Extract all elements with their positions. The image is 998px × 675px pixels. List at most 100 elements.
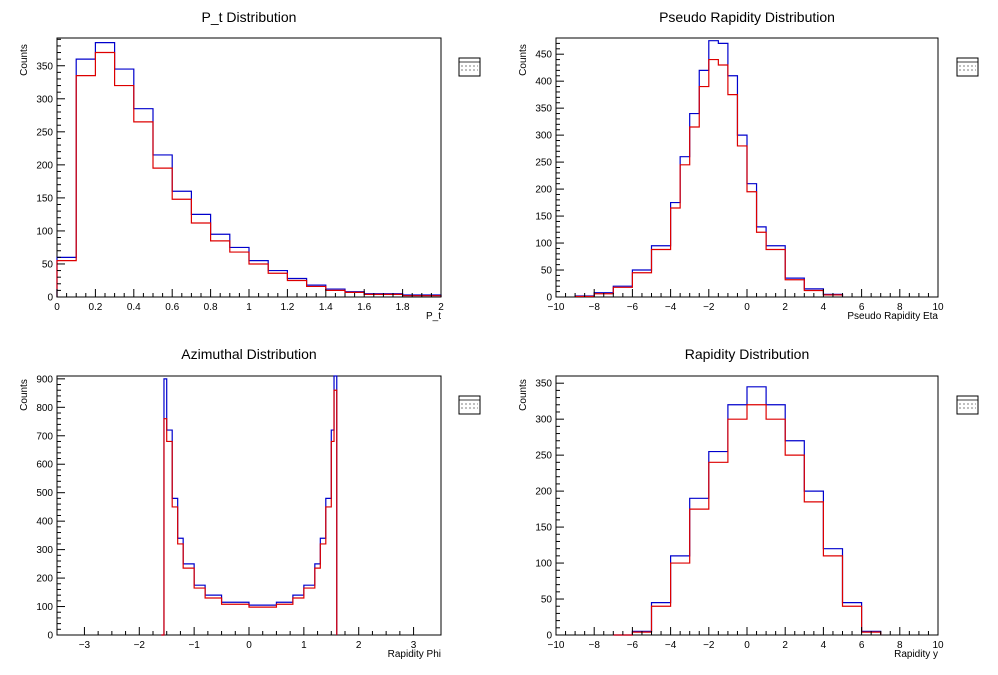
panel-rapidity-ytick-label: 150 — [535, 523, 552, 534]
panel-eta-xtick-label: 0 — [744, 302, 750, 313]
panel-rapidity-ytick-label: 100 — [535, 559, 552, 570]
panel-pt-ytick-label: 0 — [47, 293, 53, 304]
panel-pt-xtick-label: 0.2 — [88, 302, 102, 313]
panel-phi-ytick-label: 900 — [36, 374, 53, 385]
panel-pt-stats-box — [458, 57, 481, 77]
panel-rapidity-xtick-label: 10 — [932, 640, 944, 651]
panel-eta-xtick-label: 6 — [859, 302, 865, 313]
panel-eta-ytick-label: 100 — [535, 239, 552, 250]
panel-rapidity-xtick-label: −2 — [703, 640, 715, 651]
panel-rapidity-title: Rapidity Distribution — [685, 346, 810, 362]
panel-rapidity-xlabel: Rapidity y — [894, 649, 938, 660]
panel-pt-ytick-label: 200 — [36, 160, 53, 171]
panel-phi-xtick-label: −3 — [79, 640, 91, 651]
panel-phi-series-blue — [161, 375, 338, 636]
panel-rapidity-ylabel: Counts — [518, 379, 529, 411]
panel-eta-xtick-label: 8 — [897, 302, 903, 313]
panel-eta-ytick-label: 200 — [535, 185, 552, 196]
panel-eta-xtick-label: −4 — [665, 302, 677, 313]
panel-pt-ytick-label: 350 — [36, 61, 53, 72]
panel-pt-ytick-label: 300 — [36, 94, 53, 105]
panel-eta-ylabel: Counts — [518, 44, 529, 76]
panel-rapidity-series-red — [613, 404, 882, 636]
panel-pt-xtick-label: 1.8 — [396, 302, 410, 313]
panel-phi-xtick-label: 1 — [301, 640, 307, 651]
panel-rapidity-xtick-label: −8 — [588, 640, 600, 651]
panel-eta-xtick-label: 4 — [821, 302, 827, 313]
panel-pt-xtick-label: 0.6 — [165, 302, 179, 313]
panel-rapidity-ytick-label: 300 — [535, 415, 552, 426]
panel-eta-ytick-label: 150 — [535, 212, 552, 223]
panel-pt-xtick-label: 2 — [438, 302, 444, 313]
panel-eta-ytick-label: 0 — [546, 293, 552, 304]
panel-phi-ytick-label: 400 — [36, 517, 53, 528]
panel-eta-xtick-label: −8 — [588, 302, 600, 313]
panel-eta-xtick-label: 2 — [782, 302, 788, 313]
panel-pt-title: P_t Distribution — [202, 9, 297, 25]
panel-pt-xtick-label: 0.8 — [204, 302, 218, 313]
panel-rapidity-xtick-label: −6 — [627, 640, 639, 651]
panel-eta: Pseudo Rapidity Distribution Counts Pseu… — [518, 9, 979, 322]
panel-phi-ytick-label: 200 — [36, 574, 53, 585]
panel-pt-xtick-label: 1 — [246, 302, 252, 313]
panel-eta-xtick-label: −10 — [548, 302, 565, 313]
panel-phi-stats-box — [458, 395, 481, 415]
panel-phi: Azimuthal Distribution Counts Rapidity P… — [19, 346, 481, 660]
panel-phi-ytick-label: 300 — [36, 545, 53, 556]
panel-eta-ytick-label: 300 — [535, 131, 552, 142]
panel-pt-xtick-label: 0.4 — [127, 302, 141, 313]
panel-eta-ytick-label: 400 — [535, 77, 552, 88]
panel-phi-xtick-label: 3 — [411, 640, 417, 651]
panel-phi-ytick-label: 500 — [36, 488, 53, 499]
panel-phi-ytick-label: 100 — [36, 602, 53, 613]
panel-phi-ytick-label: 800 — [36, 403, 53, 414]
panel-eta-title: Pseudo Rapidity Distribution — [659, 9, 835, 25]
panel-rapidity-xtick-label: −4 — [665, 640, 677, 651]
panel-phi-xtick-label: −2 — [134, 640, 146, 651]
panel-phi-xtick-label: −1 — [188, 640, 200, 651]
panel-eta-ytick-label: 350 — [535, 104, 552, 115]
panel-rapidity-xtick-label: 2 — [782, 640, 788, 651]
panel-eta-xtick-label: 10 — [932, 302, 944, 313]
panel-pt-xlabel: P_t — [426, 311, 441, 322]
panel-pt-xtick-label: 1.6 — [357, 302, 371, 313]
panel-rapidity-ytick-label: 200 — [535, 487, 552, 498]
panel-rapidity: Rapidity Distribution Counts Rapidity y … — [518, 346, 979, 660]
panel-eta-ytick-label: 50 — [541, 266, 553, 277]
panel-eta-xtick-label: −2 — [703, 302, 715, 313]
panel-pt-plot: 0 0.2 0.4 0.6 0.8 1 1.2 1.4 1.6 1.8 2 0 50 100 150 200 2… — [36, 37, 444, 313]
panel-eta-xlabel: Pseudo Rapidity Eta — [847, 311, 938, 322]
panel-pt-ytick-label: 100 — [36, 226, 53, 237]
panel-rapidity-series-blue — [613, 386, 882, 636]
panel-pt-xtick-label: 1.2 — [280, 302, 294, 313]
panel-rapidity-ytick-label: 250 — [535, 451, 552, 462]
panel-phi-plot: −3 −2 −1 0 1 2 3 0 100 200 300 400 500 600 700 800 900 — [36, 374, 442, 651]
panel-phi-xtick-label: 2 — [356, 640, 362, 651]
panel-pt-ytick-label: 50 — [42, 259, 54, 270]
panel-pt-ytick-label: 250 — [36, 127, 53, 138]
panel-rapidity-ytick-label: 350 — [535, 379, 552, 390]
panel-eta-ytick-label: 250 — [535, 158, 552, 169]
panel-rapidity-ytick-label: 0 — [546, 631, 552, 642]
panel-phi-ytick-label: 700 — [36, 431, 53, 442]
panel-rapidity-xtick-label: 4 — [821, 640, 827, 651]
panel-phi-xtick-label: 0 — [246, 640, 252, 651]
panel-rapidity-xtick-label: 8 — [897, 640, 903, 651]
panel-phi-ytick-label: 0 — [47, 631, 53, 642]
panel-rapidity-xtick-label: −10 — [548, 640, 565, 651]
panel-eta-stats-box — [956, 57, 979, 77]
panel-phi-ytick-label: 600 — [36, 460, 53, 471]
panel-rapidity-stats-box — [956, 395, 979, 415]
panel-phi-ylabel: Counts — [19, 379, 30, 411]
panel-pt-ylabel: Counts — [19, 44, 30, 76]
panel-rapidity-ytick-label: 50 — [541, 595, 553, 606]
panel-eta-ytick-label: 450 — [535, 50, 552, 61]
panel-pt-xtick-label: 1.4 — [319, 302, 333, 313]
panel-eta-xtick-label: −6 — [627, 302, 639, 313]
panel-rapidity-xtick-label: 6 — [859, 640, 865, 651]
panel-phi-xlabel: Rapidity Phi — [388, 649, 441, 660]
panel-pt-xtick-label: 0 — [54, 302, 60, 313]
panel-phi-series-red — [161, 389, 338, 636]
